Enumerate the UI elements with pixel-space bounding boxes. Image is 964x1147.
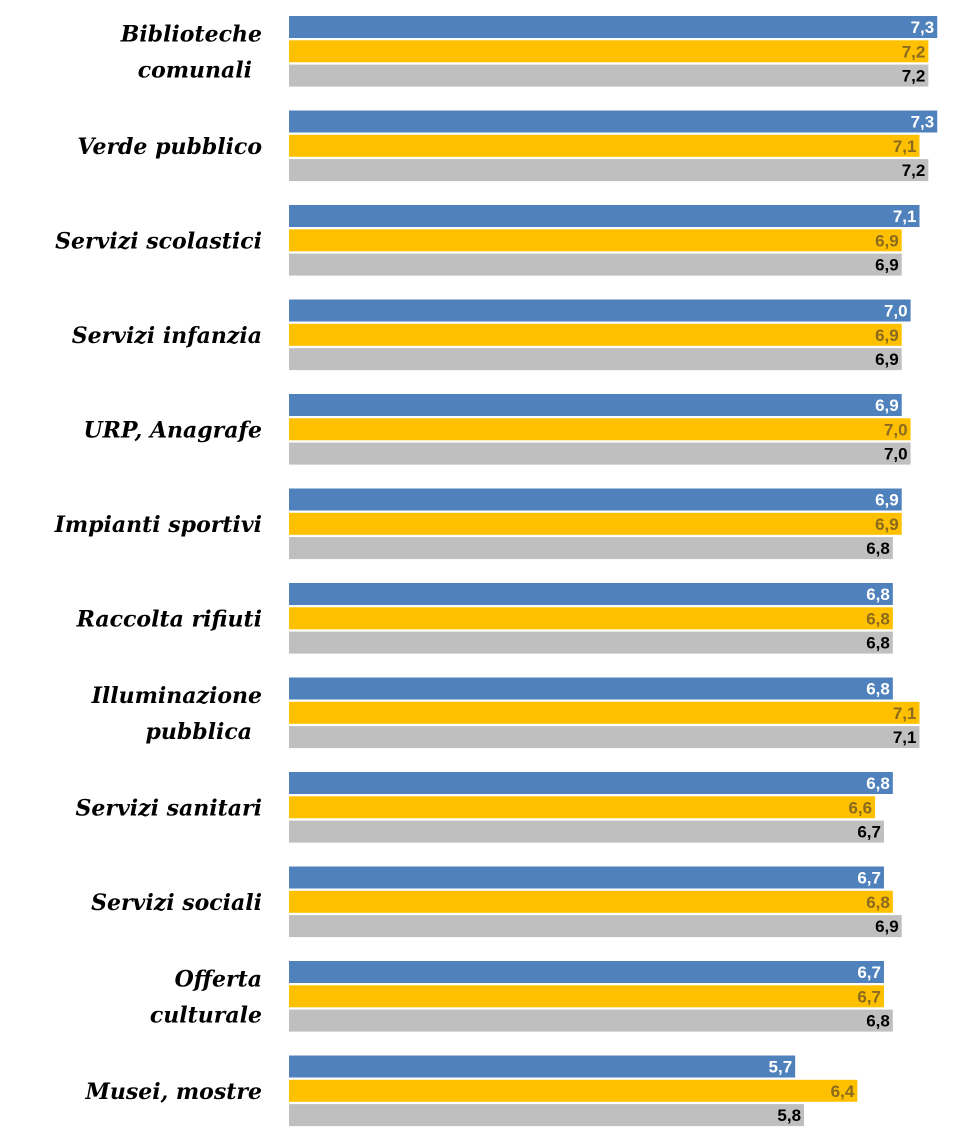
data-label: 7,2 — [902, 67, 926, 86]
data-label: 7,1 — [893, 728, 917, 747]
bar — [289, 488, 902, 511]
category-label: Raccolta rifiuti — [76, 606, 262, 632]
bar — [289, 323, 902, 346]
data-label: 7,0 — [884, 445, 908, 464]
bar — [289, 677, 893, 700]
data-label: 6,6 — [848, 798, 872, 817]
bar — [289, 40, 929, 63]
bar — [289, 701, 920, 724]
bar — [289, 607, 893, 630]
data-label: 7,0 — [884, 302, 908, 321]
data-label: 6,9 — [875, 231, 899, 250]
data-label: 6,9 — [875, 396, 899, 415]
data-label: 6,9 — [875, 326, 899, 345]
category-label: Verde pubblico — [77, 134, 262, 160]
category-label: Offerta — [175, 966, 262, 992]
bar — [289, 1104, 805, 1127]
data-label: 6,8 — [866, 585, 890, 604]
bar — [289, 890, 893, 913]
bar — [289, 961, 884, 983]
data-label: 6,9 — [875, 917, 899, 936]
data-label: 7,2 — [902, 42, 926, 61]
data-label: 6,7 — [857, 823, 881, 842]
data-label: 7,1 — [893, 137, 917, 156]
bar — [289, 394, 902, 416]
data-label: 6,9 — [875, 491, 899, 510]
category-label: Biblioteche — [120, 21, 262, 47]
bar — [289, 772, 893, 794]
bar — [289, 1079, 858, 1102]
bar — [289, 442, 911, 465]
data-label: 6,8 — [866, 539, 890, 558]
data-label: 7,3 — [911, 113, 935, 132]
bar — [289, 866, 884, 889]
data-label: 6,8 — [866, 774, 890, 793]
bar — [289, 1055, 796, 1078]
bar — [289, 418, 911, 441]
category-label: Musei, mostre — [85, 1079, 263, 1105]
bar — [289, 64, 929, 87]
data-label: 7,1 — [893, 207, 917, 226]
data-label: 6,8 — [866, 680, 890, 699]
data-label: 6,8 — [866, 609, 890, 628]
data-label: 6,7 — [857, 963, 881, 982]
bar — [289, 348, 902, 371]
category-label: pubblica — [145, 719, 252, 745]
category-label: Servizi infanzia — [72, 323, 262, 349]
data-label: 7,1 — [893, 704, 917, 723]
bar — [289, 229, 902, 252]
bar — [289, 16, 938, 38]
data-label: 7,0 — [884, 420, 908, 439]
data-label: 6,8 — [866, 634, 890, 653]
category-label: comunali — [138, 57, 252, 83]
data-label: 6,9 — [875, 515, 899, 534]
category-label: URP, Anagrafe — [83, 417, 262, 443]
bar — [289, 299, 911, 322]
data-label: 6,4 — [831, 1082, 855, 1101]
data-label: 7,3 — [911, 18, 935, 37]
bar — [289, 134, 920, 157]
bar — [289, 985, 884, 1008]
data-label: 5,7 — [769, 1058, 793, 1077]
bar — [289, 159, 929, 182]
category-label: Servizi sanitari — [76, 795, 262, 821]
category-label: culturale — [150, 1002, 262, 1028]
category-label: Impianti sportivi — [54, 512, 262, 538]
bar — [289, 512, 902, 535]
bar — [289, 631, 893, 654]
bar — [289, 726, 920, 749]
data-label: 6,9 — [875, 256, 899, 275]
bar — [289, 253, 902, 276]
data-label: 6,7 — [857, 869, 881, 888]
bar — [289, 796, 876, 819]
bar — [289, 1009, 893, 1032]
category-label: Servizi sociali — [91, 890, 262, 916]
bar — [289, 820, 884, 843]
category-label: Illuminazione — [91, 683, 262, 709]
bar — [289, 205, 920, 227]
data-label: 6,7 — [857, 987, 881, 1006]
data-label: 6,8 — [866, 1012, 890, 1031]
bar — [289, 537, 893, 560]
bar — [289, 583, 893, 605]
data-label: 5,8 — [777, 1106, 801, 1125]
bar — [289, 110, 938, 133]
bar — [289, 915, 902, 938]
data-label: 6,9 — [875, 350, 899, 369]
data-label: 6,8 — [866, 893, 890, 912]
data-label: 7,2 — [902, 161, 926, 180]
category-label: Servizi scolastici — [55, 228, 262, 254]
